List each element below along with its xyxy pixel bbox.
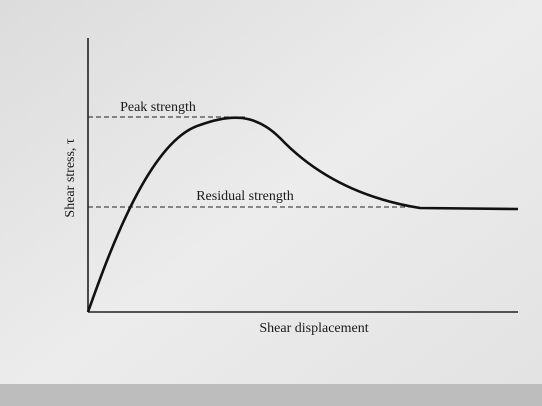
residual-label: Residual strength — [196, 189, 294, 204]
page-edge — [0, 384, 542, 406]
page: Peak strength Residual strength Shear st… — [0, 0, 542, 406]
y-axis-label: Shear stress, τ — [63, 138, 78, 217]
x-axis-label: Shear displacement — [259, 321, 368, 336]
figure: Peak strength Residual strength Shear st… — [0, 0, 542, 406]
peak-label: Peak strength — [120, 100, 196, 115]
